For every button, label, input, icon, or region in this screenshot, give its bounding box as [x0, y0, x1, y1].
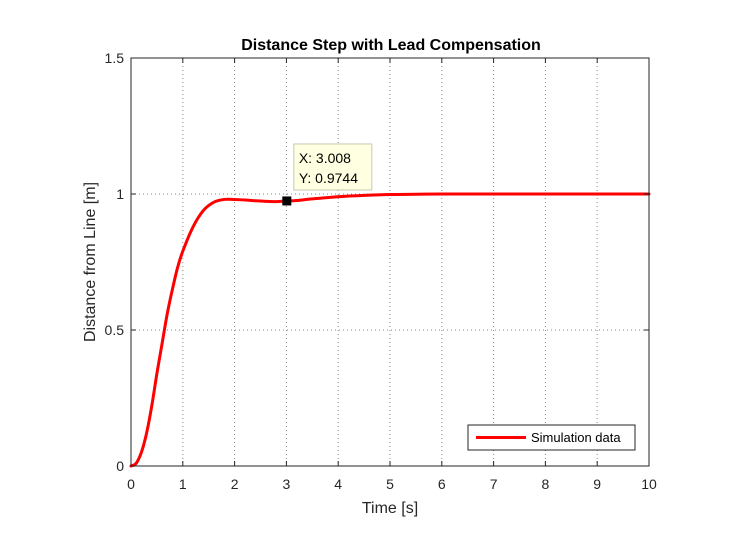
x-tick-label: 4 — [334, 476, 342, 492]
x-tick-label: 9 — [593, 476, 601, 492]
y-axis-label: Distance from Line [m] — [82, 182, 99, 342]
chart-title: Distance Step with Lead Compensation — [241, 37, 541, 54]
x-tick-label: 1 — [179, 476, 187, 492]
x-axis-label: Time [s] — [362, 500, 418, 517]
x-tick-label: 7 — [490, 476, 498, 492]
x-tick-label: 8 — [542, 476, 550, 492]
x-tick-label: 5 — [386, 476, 394, 492]
data-tip-x-text: X: 3.008 — [299, 150, 351, 166]
y-tick-label: 1.5 — [105, 50, 125, 66]
x-tick-label: 3 — [283, 476, 291, 492]
x-tick-label: 2 — [231, 476, 239, 492]
legend[interactable]: Simulation data — [467, 424, 636, 451]
series-layer — [129, 192, 651, 468]
series-line — [129, 192, 651, 468]
y-tick-label: 0.5 — [105, 322, 125, 338]
y-tick-label: 1 — [116, 186, 124, 202]
x-tick-label: 6 — [438, 476, 446, 492]
y-tick-label: 0 — [116, 458, 124, 474]
data-tip-box — [293, 143, 373, 191]
x-tick-label: 0 — [127, 476, 135, 492]
grid-lines — [131, 58, 649, 466]
data-tip-marker[interactable] — [282, 196, 292, 206]
legend-label: Simulation data — [531, 430, 621, 445]
x-tick-label: 10 — [641, 476, 657, 492]
axis-ticks: 0 1 2 3 4 5 6 7 8 9 10 0 0.5 1 1.5 — [105, 50, 657, 492]
data-tip-y-text: Y: 0.9744 — [299, 170, 358, 186]
data-tip[interactable]: X: 3.008 Y: 0.9744 — [282, 143, 373, 206]
